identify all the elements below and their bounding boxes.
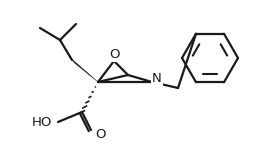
Text: HO: HO bbox=[32, 117, 52, 129]
Polygon shape bbox=[69, 57, 98, 82]
Text: O: O bbox=[95, 127, 105, 141]
Text: O: O bbox=[109, 47, 119, 61]
Text: N: N bbox=[152, 73, 162, 85]
